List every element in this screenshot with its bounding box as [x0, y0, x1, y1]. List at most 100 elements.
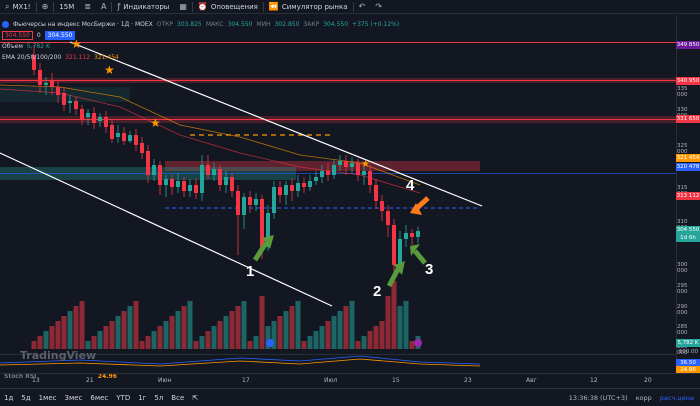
candle-body[interactable]: [368, 171, 372, 185]
candle-body[interactable]: [272, 187, 276, 213]
candle-body[interactable]: [410, 233, 414, 237]
candle-body[interactable]: [374, 185, 378, 201]
candle-body[interactable]: [62, 93, 66, 105]
candle-body[interactable]: [302, 183, 306, 187]
candle-body[interactable]: [170, 179, 174, 187]
candle-body[interactable]: [338, 161, 342, 165]
candle-body[interactable]: [254, 199, 258, 205]
candle-body[interactable]: [230, 177, 234, 191]
candle-body[interactable]: [218, 169, 222, 185]
candle-body[interactable]: [140, 143, 144, 153]
candle-body[interactable]: [98, 117, 102, 121]
event-icon[interactable]: [414, 339, 422, 347]
undo-button[interactable]: ↶: [354, 0, 371, 14]
zone-upper-red[interactable]: [165, 161, 480, 171]
level-line-331650[interactable]: [0, 119, 676, 120]
candle-body[interactable]: [110, 125, 114, 139]
candles-series[interactable]: [32, 45, 420, 277]
candle-body[interactable]: [188, 185, 192, 191]
candle-body[interactable]: [92, 113, 96, 123]
rsi-label[interactable]: Stoch RSI: [4, 373, 37, 380]
candle-body[interactable]: [116, 133, 120, 137]
candle-body[interactable]: [266, 213, 270, 247]
sell-button[interactable]: 304.550: [2, 31, 33, 40]
adjust-toggle[interactable]: корр: [635, 393, 652, 402]
candle-body[interactable]: [176, 181, 180, 187]
clock-display[interactable]: 13:36:38 (UTC+3): [568, 393, 628, 402]
candle-body[interactable]: [206, 165, 210, 175]
candle-body[interactable]: [38, 70, 42, 85]
candle-body[interactable]: [260, 199, 264, 247]
redo-button[interactable]: ↷: [370, 0, 387, 14]
alerts-button[interactable]: ⏰ Оповещения: [193, 0, 263, 14]
candle-body[interactable]: [74, 101, 78, 109]
candle-body[interactable]: [362, 171, 366, 175]
candle-body[interactable]: [32, 55, 36, 70]
candle-body[interactable]: [68, 101, 72, 103]
candle-body[interactable]: [194, 185, 198, 193]
candle-body[interactable]: [86, 113, 90, 117]
chart-canvas[interactable]: ★ ★ ★ ★: [0, 15, 676, 372]
candle-body[interactable]: [320, 171, 324, 177]
candle-body[interactable]: [50, 81, 54, 87]
candle-body[interactable]: [290, 185, 294, 191]
candle-body[interactable]: [200, 165, 204, 193]
candle-body[interactable]: [44, 83, 48, 85]
candle-body[interactable]: [296, 183, 300, 191]
symbol-search[interactable]: ⌕ MX1!: [0, 0, 36, 14]
candle-body[interactable]: [326, 171, 330, 175]
chart-type-button[interactable]: ≣: [79, 0, 96, 14]
candle-body[interactable]: [380, 201, 384, 211]
candle-body[interactable]: [152, 165, 156, 175]
chart-pane[interactable]: ★ ★ ★ ★: [0, 15, 700, 380]
candle-body[interactable]: [314, 177, 318, 181]
settlement-toggle[interactable]: расч.цена: [659, 393, 694, 402]
candle-body[interactable]: [56, 87, 60, 95]
symbol-title[interactable]: Фьючерсы на индекс МосБиржи · 1Д · MOEX: [13, 21, 153, 28]
candle-body[interactable]: [104, 117, 108, 127]
candle-body[interactable]: [224, 177, 228, 185]
range-ytd[interactable]: YTD: [116, 393, 131, 402]
indicators-button[interactable]: ƒ Индикаторы: [112, 0, 174, 14]
range-1d[interactable]: 1д: [4, 393, 14, 402]
candle-body[interactable]: [122, 133, 126, 141]
buy-button[interactable]: 304.550: [44, 31, 76, 40]
candle-body[interactable]: [236, 191, 240, 215]
drawing-button[interactable]: A: [96, 0, 111, 14]
level-line-340950[interactable]: [0, 80, 676, 81]
candle-body[interactable]: [404, 233, 408, 239]
candle-body[interactable]: [350, 163, 354, 167]
layout-button[interactable]: ▦: [174, 0, 192, 14]
candle-body[interactable]: [308, 181, 312, 187]
level-line-320478[interactable]: [0, 173, 676, 174]
candle-body[interactable]: [182, 181, 186, 191]
candle-body[interactable]: [344, 161, 348, 167]
replay-button[interactable]: ⏪ Симулятор рынка: [264, 0, 353, 14]
candle-body[interactable]: [386, 211, 390, 225]
candle-body[interactable]: [392, 225, 396, 265]
candle-body[interactable]: [398, 239, 402, 265]
candle-body[interactable]: [242, 197, 246, 215]
price-scale[interactable]: 335 000 330 000 325 000 315 000 310 000 …: [676, 15, 700, 374]
range-3m[interactable]: 3мес: [64, 393, 83, 402]
channel-top-line[interactable]: [69, 41, 483, 207]
candle-body[interactable]: [284, 185, 288, 195]
candle-body[interactable]: [134, 135, 138, 145]
range-5d[interactable]: 5д: [21, 393, 31, 402]
range-6m[interactable]: 6мес: [90, 393, 109, 402]
date-range-icon[interactable]: ⇱: [192, 393, 199, 402]
level-line-349850[interactable]: [0, 42, 676, 43]
time-scale[interactable]: 13 21 Июн 17 Июл 15 23 Авг 12 20: [0, 373, 700, 386]
range-1m[interactable]: 1мес: [38, 393, 57, 402]
range-1y[interactable]: 1г: [138, 393, 147, 402]
candle-body[interactable]: [356, 163, 360, 175]
channel-bottom-line[interactable]: [0, 152, 333, 307]
ema-label[interactable]: EMA 20/50/100/200: [2, 54, 62, 61]
candle-body[interactable]: [248, 197, 252, 205]
candle-body[interactable]: [278, 187, 282, 195]
range-all[interactable]: Все: [171, 393, 185, 402]
candle-body[interactable]: [158, 165, 162, 185]
add-symbol-button[interactable]: ⊕: [37, 0, 54, 14]
range-5y[interactable]: 5л: [154, 393, 164, 402]
candle-body[interactable]: [164, 179, 168, 185]
